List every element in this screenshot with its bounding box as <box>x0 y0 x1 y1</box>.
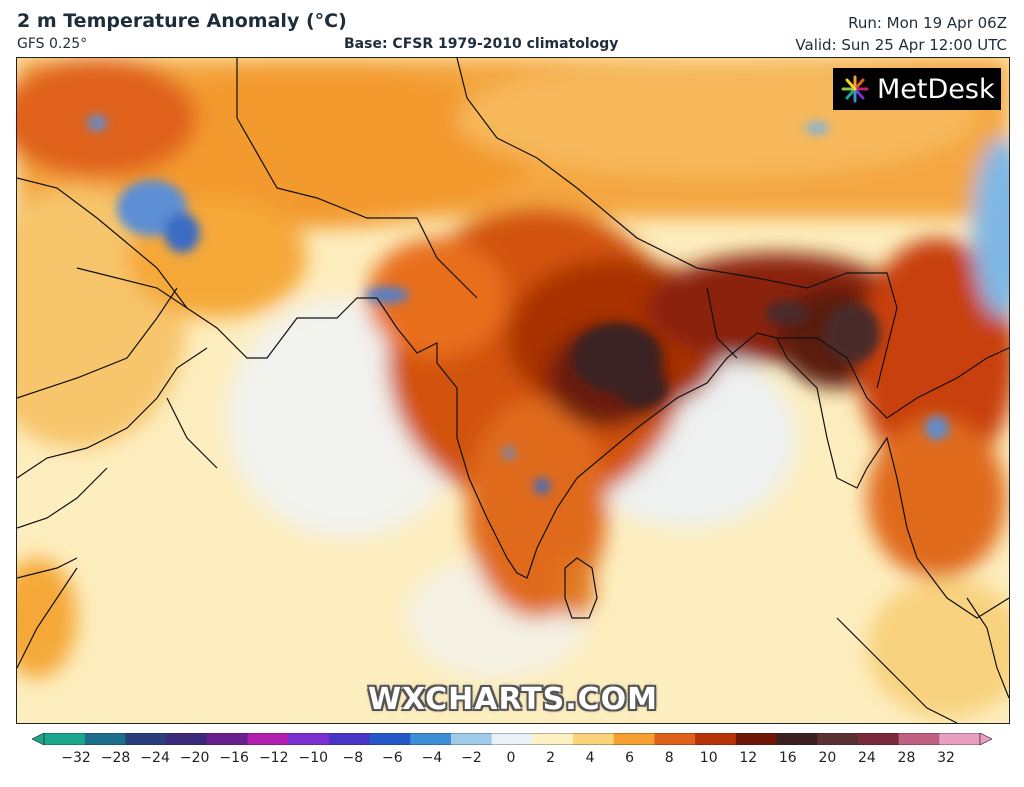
legend-tick-label: 6 <box>625 750 635 766</box>
legend-color-segment <box>532 733 574 745</box>
chart-title: 2 m Temperature Anomaly (°C) <box>17 10 347 32</box>
legend-color-segment <box>491 733 533 745</box>
metdesk-logo-text: MetDesk <box>877 73 995 105</box>
legend-color-segment <box>613 733 655 745</box>
legend-color-segment <box>125 733 167 745</box>
legend-tick-label: −4 <box>421 750 443 766</box>
wxcharts-watermark: WXCHARTS.COM <box>367 682 659 717</box>
legend-color-segment <box>939 733 981 745</box>
legend-color-segment <box>206 733 248 745</box>
legend-color-segment <box>654 733 696 745</box>
legend-color-segment <box>450 733 493 745</box>
metdesk-logo: MetDesk <box>833 68 1001 110</box>
legend-color-segment <box>410 733 452 745</box>
coastlines <box>17 58 1009 723</box>
legend-tick-label: −10 <box>298 750 329 766</box>
metdesk-logo-icon <box>841 75 869 103</box>
legend-tick-label: −12 <box>258 750 289 766</box>
legend-color-segment <box>166 733 208 745</box>
legend-max-arrow <box>979 733 992 745</box>
legend-color-segment <box>817 733 859 745</box>
base-climatology-label: Base: CFSR 1979-2010 climatology <box>344 36 619 52</box>
legend-color-segment <box>695 733 737 745</box>
legend-color-segment <box>328 733 371 745</box>
legend-tick-label: −16 <box>219 750 249 766</box>
legend-tick-label: 0 <box>506 750 516 766</box>
legend-tick-label: 4 <box>585 750 595 766</box>
legend-color-segment <box>857 733 900 745</box>
legend-color-segment <box>735 733 778 745</box>
legend-color-segment <box>898 733 940 745</box>
legend-color-segment <box>288 733 330 745</box>
legend-tick-label: 32 <box>937 750 955 766</box>
legend-tick-label: 16 <box>778 750 797 766</box>
legend-color-segment <box>776 733 818 745</box>
legend-tick-label: −2 <box>461 750 482 766</box>
legend-color-segments <box>43 733 981 745</box>
anomaly-map: MetDesk WXCHARTS.COM <box>16 57 1010 724</box>
legend-tick-label: 2 <box>546 750 555 766</box>
legend-color-segment <box>247 733 289 745</box>
legend-color-segment <box>369 733 411 745</box>
valid-time-label: Valid: Sun 25 Apr 12:00 UTC <box>795 36 1007 54</box>
anomaly-detail <box>87 115 949 494</box>
legend-color-segment <box>44 733 86 745</box>
legend-colorbar <box>32 733 992 745</box>
legend-tick-label: −24 <box>140 750 170 766</box>
legend-tick-label: 10 <box>699 750 718 766</box>
legend-tick-label: −20 <box>179 750 210 766</box>
legend-tick-label: 12 <box>739 750 758 766</box>
legend-tick-label: 28 <box>897 750 916 766</box>
legend-min-arrow <box>32 733 45 745</box>
legend-color-segment <box>84 733 126 745</box>
legend-tick-label: −6 <box>382 750 403 766</box>
legend-tick-label: 20 <box>818 750 837 766</box>
legend-tick-label: 24 <box>857 750 876 766</box>
map-canvas <box>17 58 1009 723</box>
legend-tick-label: −28 <box>100 750 131 766</box>
legend-tick-label: −32 <box>61 750 91 766</box>
legend-tick-label: 8 <box>664 750 674 766</box>
model-label: GFS 0.25° <box>17 36 88 52</box>
legend-tick-label: −8 <box>342 750 364 766</box>
legend-tick-labels: −32 −28 −24 −20 −16 −12 −10 −8 −6 −4 −2 0 2 4 6 8 10 12 16… <box>0 750 1024 770</box>
legend-color-segment <box>573 733 615 745</box>
run-time-label: Run: Mon 19 Apr 06Z <box>848 14 1007 32</box>
